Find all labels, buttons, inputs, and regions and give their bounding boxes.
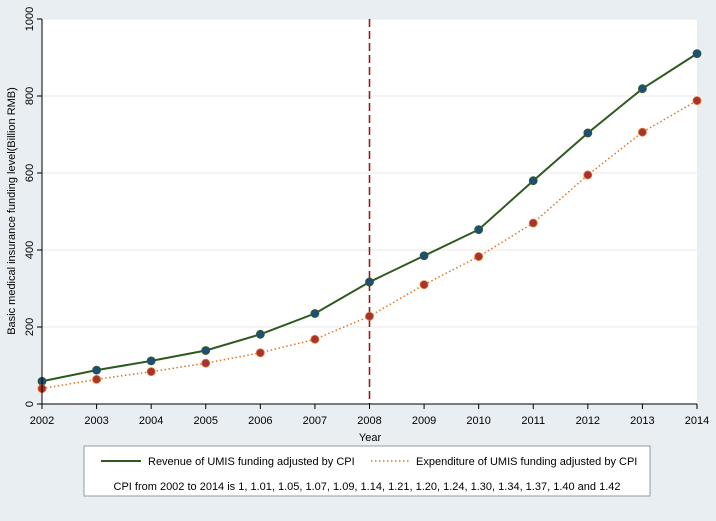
point-revenue-2008 — [365, 277, 374, 287]
y-tick-label-1000: 1000 — [24, 7, 36, 31]
point-revenue-2011 — [528, 176, 538, 186]
x-tick-label-2010: 2010 — [466, 415, 490, 427]
legend-label-revenue: Revenue of UMIS funding adjusted by CPI — [148, 456, 355, 468]
x-tick-label-2006: 2006 — [248, 415, 272, 427]
point-revenue-2010 — [474, 225, 484, 234]
y-axis-title: Basic medical insurance funding level(Bi… — [6, 87, 18, 335]
point-expenditure-2008 — [365, 311, 374, 321]
x-ticks: 2002 2003 2004 2005 2006 2007 2008 2009 2010 2011… — [30, 404, 709, 427]
y-tick-label-800: 800 — [24, 87, 36, 105]
y-tick-label-0: 0 — [24, 401, 36, 407]
point-revenue-2012 — [583, 128, 593, 138]
point-expenditure-2006 — [255, 348, 265, 358]
point-expenditure-2011 — [528, 218, 538, 228]
x-tick-label-2009: 2009 — [412, 415, 436, 427]
x-tick-label-2004: 2004 — [139, 415, 163, 427]
point-expenditure-2007 — [310, 334, 320, 344]
x-tick-label-2007: 2007 — [303, 415, 327, 427]
y-tick-label-600: 600 — [24, 164, 36, 182]
legend-label-expenditure: Expenditure of UMIS funding adjusted by … — [416, 456, 637, 468]
x-tick-label-2012: 2012 — [576, 415, 600, 427]
y-tick-label-400: 400 — [24, 241, 36, 259]
point-revenue-2009 — [419, 251, 429, 261]
point-expenditure-2013 — [638, 127, 647, 137]
x-axis-title: Year — [359, 432, 382, 444]
point-expenditure-2012 — [583, 170, 593, 180]
point-expenditure-2009 — [419, 280, 429, 290]
point-revenue-2005 — [201, 346, 211, 355]
y-ticks: 0 200 400 600 800 1000 — [24, 7, 42, 407]
point-expenditure-2004 — [146, 367, 156, 377]
y-tick-label-200: 200 — [24, 318, 36, 336]
x-tick-label-2008: 2008 — [357, 415, 381, 427]
point-expenditure-2010 — [474, 252, 484, 261]
point-revenue-2006 — [255, 329, 265, 339]
x-tick-label-2011: 2011 — [521, 415, 545, 427]
x-tick-label-2003: 2003 — [84, 415, 108, 427]
point-revenue-2003 — [92, 365, 101, 375]
point-expenditure-2005 — [201, 358, 211, 368]
point-revenue-2013 — [638, 84, 647, 94]
x-tick-label-2002: 2002 — [30, 415, 54, 427]
point-expenditure-2014 — [692, 96, 702, 106]
point-revenue-2014 — [692, 49, 702, 59]
x-tick-label-2013: 2013 — [630, 415, 654, 427]
cpi-note: CPI from 2002 to 2014 is 1, 1.01, 1.05, … — [114, 481, 621, 493]
point-revenue-2007 — [310, 309, 320, 318]
x-tick-label-2005: 2005 — [194, 415, 218, 427]
point-expenditure-2003 — [92, 374, 101, 384]
x-tick-label-2014: 2014 — [685, 415, 709, 427]
legend-box — [83, 445, 651, 497]
point-revenue-2004 — [146, 356, 156, 366]
